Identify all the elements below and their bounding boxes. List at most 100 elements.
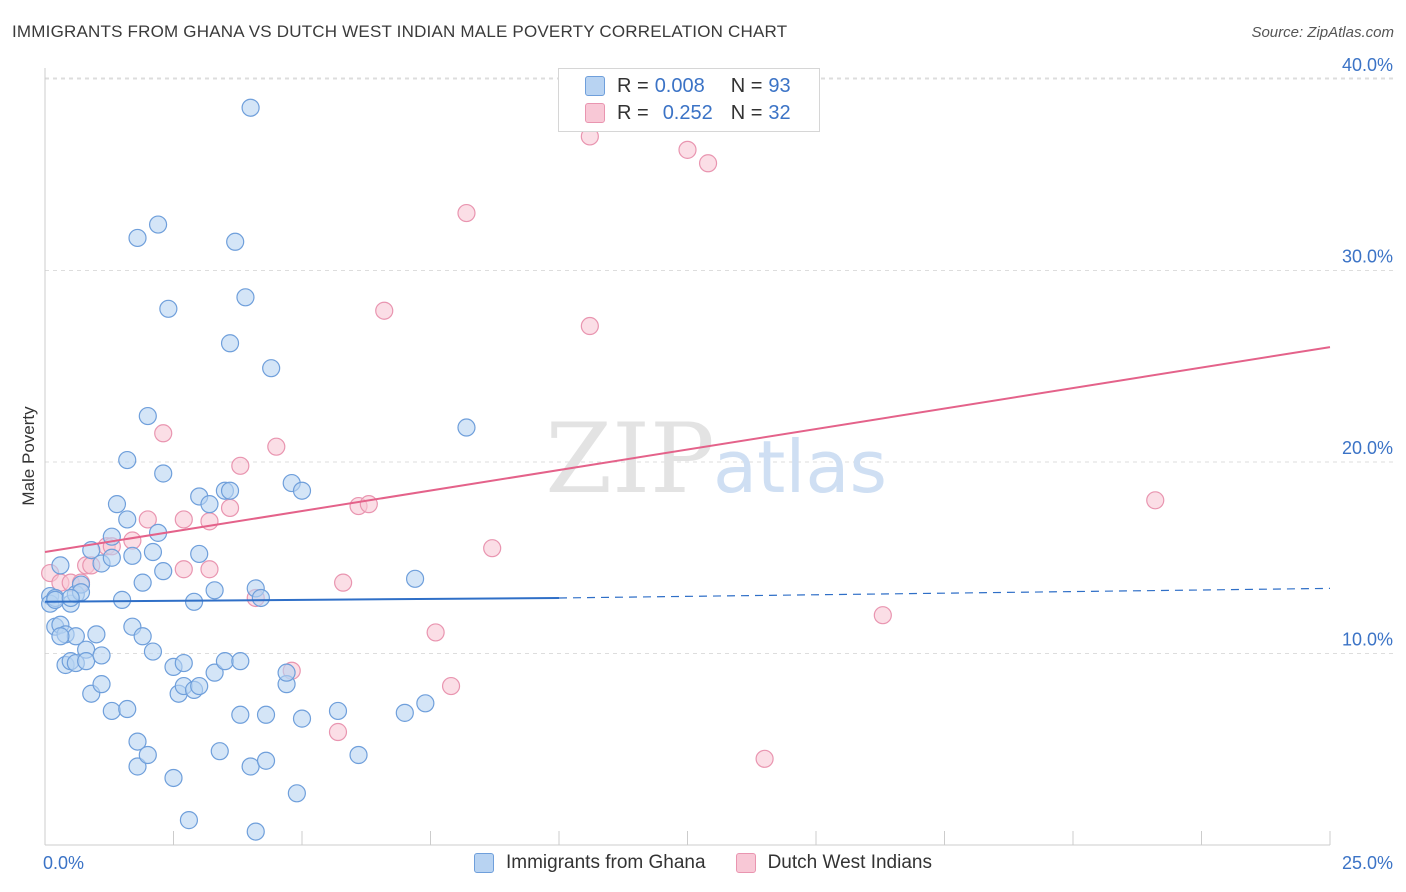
ghana-point [138,406,157,426]
dutch-point [334,573,353,592]
ghana-point [179,811,199,830]
watermark: ZIP atlas [545,403,887,515]
ghana-point [118,699,137,719]
dutch-trend-line [44,346,1331,553]
x-tick-label: 0.0% [43,853,84,873]
ghana-point [277,663,296,682]
ghana-point [143,542,163,562]
ghana-point [87,625,106,644]
axis-layer [44,68,1331,846]
dutch-point [1146,491,1165,510]
ghana-point [184,592,204,611]
stats-row-dutch: R = 0.252 N = 32 [585,100,791,126]
ghana-point [92,646,111,665]
legend-label-dutch: Dutch West Indians [767,852,932,873]
ghana-point [262,359,281,378]
ghana-point [287,784,306,803]
ghana-point [92,675,111,694]
ghana-point [118,450,137,470]
ghana-point [51,556,70,575]
legend-label-ghana: Immigrants from Ghana [506,852,706,873]
dutch-point [375,301,394,320]
source-label: Source: ZipAtlas.com [1251,24,1394,41]
ghana-point [251,588,270,608]
ghana-point [46,590,65,609]
dutch-point [873,606,892,625]
ghana-point [128,732,147,751]
ghana-swatch [585,76,605,96]
dutch-point [200,560,219,579]
ghana-point [154,562,173,581]
ghana-point [112,590,132,609]
x-tick-label: 25.0% [1342,853,1393,873]
ghana-point [246,822,265,841]
n-value: 93 [768,74,791,97]
dutch-point [231,456,250,475]
dutch-point [174,560,193,579]
stats-row-ghana: R = 0.008 N = 93 [585,73,791,99]
n-label: N = [730,74,763,97]
dutch-point [267,437,286,456]
ghana-point [349,745,368,765]
y-tick-label: 40.0% [1342,55,1393,75]
ghana-point [51,627,70,646]
ghana-point [256,751,276,770]
r-label: R = [617,101,649,124]
ghana-point [200,495,219,514]
labels-layer: 10.0% 20.0% 30.0% 40.0% 0.0% 25.0% [43,55,1393,873]
ghana-point [133,627,152,646]
ghana-point [256,705,276,724]
ghana-point [205,663,224,682]
ghana-point [159,299,178,318]
n-value: 32 [768,101,791,124]
dutch-point [154,424,173,443]
ghana-point [241,98,260,117]
dutch-point [678,140,697,159]
dutch-point [580,316,599,336]
ghana-point [133,573,152,592]
watermark-atlas: atlas [713,425,887,509]
ghana-point [226,232,245,251]
grid-layer [45,77,1394,654]
trend-layer [44,346,1331,603]
dutch-point [328,722,348,742]
dutch-point [441,676,461,696]
ghana-point [215,652,234,671]
ghana-point [292,481,312,500]
y-tick-label: 20.0% [1342,438,1393,458]
ghana-trend-line [44,596,560,603]
ghana-point [190,676,209,696]
ghana-point [416,694,435,713]
legend-item-dutch[interactable]: Dutch West Indians [735,852,932,874]
ghana-point [395,703,414,722]
ghana-trend-extension [558,587,1331,599]
dutch-point [426,623,445,642]
ghana-point [328,701,348,721]
legend-item-ghana[interactable]: Immigrants from Ghana [474,852,706,874]
ghana-point [405,569,425,588]
dutch-point [138,510,157,529]
y-tick-label: 10.0% [1342,630,1393,650]
n-label: N = [730,101,763,124]
ghana-point [123,546,142,565]
dutch-point [174,510,193,529]
ghana-point [143,642,163,661]
ghana-point [292,709,312,728]
ghana-point [231,705,250,724]
ghana-point [241,757,260,776]
dutch-legend-swatch [735,853,756,873]
chart-title: IMMIGRANTS FROM GHANA VS DUTCH WEST INDI… [12,22,788,41]
ghana-point [220,334,240,353]
y-tick-label: 30.0% [1342,247,1393,267]
ghana-point [128,757,147,776]
dutch-point [698,154,718,173]
ghana-point [164,768,183,788]
ghana-point [205,581,224,600]
ghana-legend-swatch [474,853,494,873]
dutch-point [483,539,502,558]
ghana-point [138,745,157,765]
dutch-point [457,203,476,223]
ghana-point [77,652,96,671]
ghana-point [236,288,255,307]
